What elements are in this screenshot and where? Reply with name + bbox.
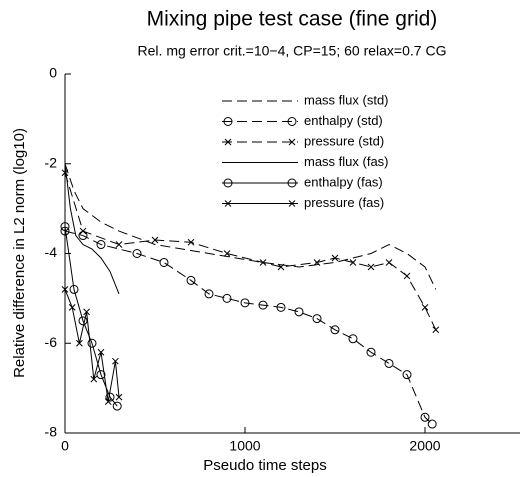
legend-label: pressure (std)	[304, 133, 384, 148]
point-marker	[96, 370, 106, 380]
y-tick-label: -6	[45, 334, 58, 350]
point-marker	[61, 169, 69, 177]
series-line	[64, 226, 118, 407]
point-marker	[96, 240, 106, 250]
point-marker	[384, 358, 394, 368]
point-marker	[159, 257, 169, 267]
point-marker	[223, 117, 233, 126]
legend-label: mass flux (fas)	[304, 154, 389, 169]
point-marker	[367, 263, 375, 271]
x-axis-label: Pseudo time steps	[203, 457, 326, 474]
series-line	[64, 163, 437, 290]
point-marker	[403, 272, 411, 280]
point-marker	[349, 259, 357, 266]
point-marker	[427, 419, 437, 429]
point-marker	[78, 316, 88, 326]
x-tick-label: 2000	[409, 438, 440, 454]
point-marker	[87, 338, 97, 348]
point-marker	[402, 370, 412, 380]
chart-title: Mixing pipe test case (fine grid)	[147, 8, 438, 31]
point-marker	[287, 117, 297, 126]
point-marker	[112, 357, 119, 365]
point-marker	[330, 325, 340, 335]
point-marker	[313, 259, 321, 266]
point-marker	[366, 347, 376, 357]
y-tick-label: 0	[49, 65, 57, 81]
point-marker	[224, 138, 232, 146]
point-marker	[112, 401, 122, 411]
point-marker	[277, 263, 285, 271]
point-marker	[432, 326, 440, 334]
point-marker	[151, 236, 159, 244]
point-marker	[276, 302, 286, 312]
point-marker	[224, 200, 232, 207]
point-marker	[259, 259, 267, 266]
point-marker	[288, 200, 296, 207]
point-marker	[222, 293, 232, 303]
point-marker	[76, 339, 83, 347]
point-marker	[204, 289, 214, 299]
point-marker	[60, 222, 70, 232]
point-marker	[331, 254, 339, 262]
point-marker	[187, 238, 195, 246]
y-axis-label: Relative difference in L2 norm (log10)	[11, 128, 28, 378]
point-marker	[287, 178, 297, 188]
point-marker	[61, 286, 69, 293]
legend-label: mass flux (std)	[304, 92, 389, 107]
point-marker	[83, 308, 90, 316]
point-marker	[385, 259, 393, 266]
point-marker	[420, 412, 430, 422]
point-marker	[115, 393, 123, 401]
point-marker	[258, 300, 268, 310]
point-marker	[312, 314, 322, 324]
y-tick-label: -4	[45, 244, 58, 260]
legend-label: enthalpy (fas)	[304, 174, 383, 189]
chart-subtitle: Rel. mg error crit.=10−4, CP=15; 60 rela…	[138, 43, 447, 59]
point-marker	[90, 375, 98, 383]
point-marker	[288, 138, 296, 146]
series-line	[64, 230, 433, 425]
point-marker	[186, 275, 196, 285]
point-marker	[240, 298, 250, 308]
x-tick-label: 0	[61, 438, 69, 454]
legend-label: pressure (fas)	[304, 195, 384, 210]
legend-label: enthalpy (std)	[304, 113, 383, 128]
point-marker	[132, 249, 142, 258]
series-line	[64, 163, 120, 295]
point-marker	[421, 303, 429, 311]
point-marker	[97, 348, 105, 356]
point-marker	[348, 334, 358, 344]
point-marker	[115, 241, 123, 248]
point-marker	[223, 250, 231, 257]
x-tick-label: 1000	[229, 438, 260, 454]
point-marker	[79, 227, 87, 235]
y-tick-label: -8	[45, 424, 58, 440]
point-marker	[223, 178, 233, 188]
point-marker	[294, 307, 304, 317]
point-marker	[104, 398, 112, 405]
y-tick-label: -2	[45, 154, 58, 170]
point-marker	[68, 303, 76, 311]
point-marker	[69, 284, 79, 294]
